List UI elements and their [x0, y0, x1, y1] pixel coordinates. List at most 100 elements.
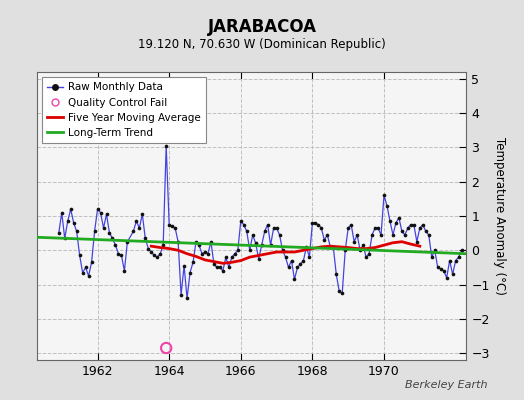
Point — [392, 220, 400, 226]
Legend: Raw Monthly Data, Quality Control Fail, Five Year Moving Average, Long-Term Tren: Raw Monthly Data, Quality Control Fail, … — [42, 77, 206, 143]
Point — [150, 252, 158, 259]
Point — [189, 259, 197, 266]
Point — [326, 244, 334, 250]
Text: Berkeley Earth: Berkeley Earth — [405, 380, 487, 390]
Point — [454, 254, 463, 260]
Point — [180, 262, 188, 269]
Point — [198, 250, 206, 257]
Point — [329, 244, 337, 250]
Point — [75, 252, 84, 259]
Point — [368, 232, 376, 238]
Point — [395, 214, 403, 221]
Point — [285, 264, 293, 271]
Point — [264, 221, 272, 228]
Point — [308, 220, 316, 226]
Point — [144, 245, 152, 252]
Point — [168, 223, 177, 230]
Point — [457, 247, 466, 254]
Point — [81, 264, 90, 271]
Point — [192, 238, 200, 245]
Point — [377, 232, 385, 238]
Point — [299, 257, 308, 264]
Point — [174, 238, 182, 245]
Point — [374, 225, 382, 231]
Point — [120, 268, 128, 274]
Point — [141, 235, 149, 242]
Point — [428, 254, 436, 260]
Point — [132, 218, 140, 224]
Point — [183, 295, 191, 302]
Point — [323, 232, 332, 238]
Point — [129, 228, 137, 235]
Point — [296, 261, 304, 267]
Point — [102, 211, 111, 218]
Point — [207, 238, 215, 245]
Point — [79, 269, 87, 276]
Point — [347, 221, 355, 228]
Point — [213, 264, 221, 271]
Point — [177, 292, 185, 298]
Point — [412, 238, 421, 245]
Point — [401, 232, 409, 238]
Point — [147, 249, 156, 255]
Point — [416, 225, 424, 231]
Point — [276, 232, 284, 238]
Point — [287, 257, 296, 264]
Point — [219, 268, 227, 274]
Point — [350, 238, 358, 245]
Point — [138, 211, 147, 218]
Point — [338, 290, 346, 296]
Point — [410, 221, 418, 228]
Point — [195, 242, 203, 248]
Point — [314, 221, 323, 228]
Point — [311, 220, 320, 226]
Point — [88, 259, 96, 266]
Point — [227, 254, 236, 260]
Point — [442, 274, 451, 281]
Point — [269, 225, 278, 231]
Text: 19.120 N, 70.630 W (Dominican Republic): 19.120 N, 70.630 W (Dominican Republic) — [138, 38, 386, 51]
Point — [201, 249, 209, 255]
Point — [335, 288, 343, 295]
Point — [67, 206, 75, 212]
Point — [260, 228, 269, 235]
Point — [362, 254, 370, 260]
Point — [162, 345, 170, 351]
Point — [222, 254, 230, 260]
Point — [305, 254, 313, 260]
Point — [353, 232, 362, 238]
Point — [162, 142, 170, 149]
Point — [449, 271, 457, 278]
Point — [54, 230, 63, 236]
Point — [293, 264, 302, 271]
Point — [344, 225, 352, 231]
Point — [135, 225, 144, 231]
Point — [386, 218, 394, 224]
Point — [371, 225, 379, 231]
Point — [403, 225, 412, 231]
Point — [61, 235, 69, 242]
Point — [234, 247, 242, 254]
Point — [257, 242, 266, 248]
Point — [105, 230, 114, 236]
Point — [272, 225, 281, 231]
Point — [63, 218, 72, 224]
Point — [225, 264, 233, 271]
Point — [156, 250, 165, 257]
Point — [90, 228, 99, 235]
Point — [123, 238, 132, 245]
Point — [383, 202, 391, 209]
Point — [72, 228, 81, 235]
Point — [96, 209, 105, 216]
Point — [281, 254, 290, 260]
Point — [302, 244, 311, 250]
Point — [210, 261, 218, 267]
Point — [424, 232, 433, 238]
Point — [153, 254, 161, 260]
Point — [159, 242, 167, 248]
Point — [433, 264, 442, 271]
Point — [93, 206, 102, 212]
Point — [445, 257, 454, 264]
Text: JARABACOA: JARABACOA — [208, 18, 316, 36]
Point — [117, 252, 126, 259]
